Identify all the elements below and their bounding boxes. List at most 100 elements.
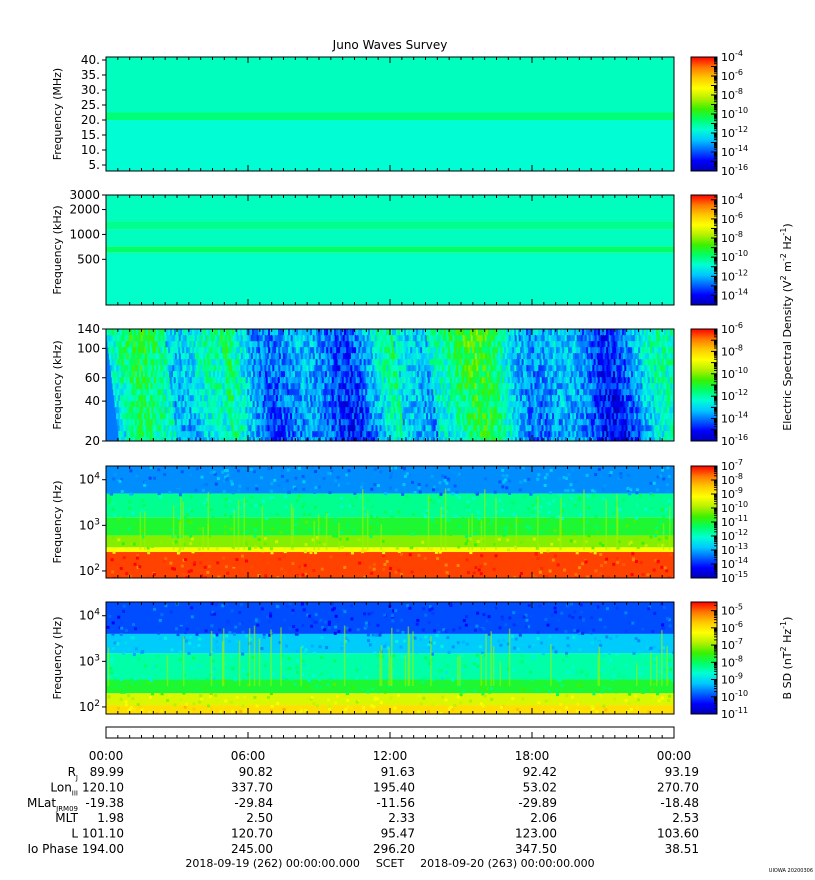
- ephemeris-value: 95.47: [381, 827, 415, 841]
- ephemeris-value: 296.20: [373, 842, 415, 856]
- colorbar-tick-label: 10-8: [721, 230, 743, 245]
- time-tick-label: 00:00: [89, 749, 124, 763]
- colorbar-tick-label: 10-14: [721, 287, 748, 302]
- ephemeris-value: 92.42: [523, 765, 557, 779]
- colorbar-tick-label: 10-6: [721, 211, 743, 226]
- y-tick-label: 5.: [89, 158, 100, 172]
- y-tick-label: 15.: [81, 128, 100, 142]
- ephemeris-value: 89.99: [90, 765, 124, 779]
- time-axis: [105, 726, 675, 739]
- ephemeris-value: 123.00: [515, 827, 557, 841]
- time-tick-label: 00:00: [657, 749, 692, 763]
- y-tick-label: 25.: [81, 98, 100, 112]
- spectrogram-image: [106, 602, 674, 714]
- colorbar: [690, 601, 718, 715]
- colorbar-tick-label: 10-4: [721, 192, 743, 207]
- y-axis-label: Frequency (Hz): [51, 617, 64, 700]
- colorbar-tick-label: 10-8: [721, 654, 743, 669]
- y-axis-label: Frequency (MHz): [51, 68, 64, 160]
- magnetic-colorbar-title: B SD (nT2 Hz-1): [779, 617, 794, 700]
- colorbar: [690, 194, 718, 306]
- ephemeris-value: 2.33: [388, 811, 415, 825]
- ephemeris-value: 270.70: [657, 780, 699, 794]
- colorbar-tick-label: 10-12: [721, 125, 748, 140]
- y-tick-label: 102: [79, 563, 100, 578]
- ephemeris-value: -29.84: [234, 796, 273, 810]
- y-tick-label: 20.: [81, 113, 100, 127]
- y-tick-label: 30.: [81, 83, 100, 97]
- y-tick-label: 1000: [69, 227, 100, 241]
- colorbar-tick-label: 10-10: [721, 689, 748, 704]
- colorbar-tick-label: 10-9: [721, 672, 743, 687]
- panel-p3: 20 40 60 100 140 Frequency (kHz) 10-16 10-14 10-…: [51, 321, 748, 448]
- colorbar-tick-label: 10-12: [721, 528, 748, 543]
- ephemeris-value: 91.63: [381, 765, 415, 779]
- y-tick-label: 102: [79, 699, 100, 714]
- colorbar-tick-label: 10-5: [721, 603, 743, 618]
- colorbar-tick-label: 10-8: [721, 472, 743, 487]
- colorbar-tick-label: 10-6: [721, 620, 743, 635]
- spectrogram-image: [106, 329, 674, 441]
- colorbar-tick-label: 10-9: [721, 486, 743, 501]
- ephemeris-value: -29.89: [518, 796, 557, 810]
- colorbar-tick-label: 10-10: [721, 249, 748, 264]
- colorbar-tick-label: 10-10: [721, 500, 748, 515]
- colorbar-tick-label: 10-14: [721, 556, 748, 571]
- ephemeris-value: 103.60: [657, 827, 699, 841]
- ephemeris-value: 347.50: [515, 842, 557, 856]
- spectrogram-image: [106, 466, 674, 578]
- colorbar-tick-label: 10-7: [721, 637, 743, 652]
- colorbar-tick-label: 10-10: [721, 366, 748, 381]
- colorbar-tick-label: 10-7: [721, 458, 743, 473]
- ephemeris-value: 2.53: [672, 811, 699, 825]
- scet-footer: 2018-09-19 (262) 00:00:00.000 SCET 2018-09…: [185, 857, 594, 870]
- scet-label: SCET: [376, 857, 405, 870]
- ephemeris-value: -18.48: [660, 796, 699, 810]
- ephemeris-row-label: Io Phase: [27, 842, 78, 856]
- ephemeris-value: 93.19: [665, 765, 699, 779]
- y-tick-label: 2000: [69, 203, 100, 217]
- colorbar-tick-label: 10-12: [721, 388, 748, 403]
- ephemeris-value: 120.10: [82, 780, 124, 794]
- colorbar-tick-label: 10-11: [721, 514, 748, 529]
- start-time: 2018-09-19 (262) 00:00:00.000: [185, 857, 359, 870]
- colorbar-tick-label: 10-15: [721, 570, 748, 585]
- ephemeris-row-label: LonIII: [50, 780, 78, 797]
- y-tick-label: 3000: [69, 188, 100, 202]
- ephemeris-value: 38.51: [665, 842, 699, 856]
- ephemeris-value: 337.70: [231, 780, 273, 794]
- y-tick-label: 20: [85, 434, 100, 448]
- colorbar-tick-label: 10-13: [721, 542, 748, 557]
- y-tick-label: 140: [77, 322, 100, 336]
- ephemeris-value: -11.56: [376, 796, 415, 810]
- ephemeris-value: 53.02: [523, 780, 557, 794]
- time-tick-label: 06:00: [231, 749, 266, 763]
- y-tick-label: 100: [77, 341, 100, 355]
- colorbar-tick-label: 10-11: [721, 706, 748, 721]
- y-tick-label: 40.: [81, 53, 100, 67]
- ephemeris-value: 101.10: [82, 827, 124, 841]
- spectrogram-image: [106, 195, 674, 305]
- time-tick-label: 18:00: [515, 749, 550, 763]
- colorbar-tick-label: 10-8: [721, 343, 743, 358]
- colorbar-tick-label: 10-10: [721, 106, 748, 121]
- electric-colorbar-title: Electric Spectral Density (V2 m-2 Hz-1): [779, 223, 794, 430]
- spectrogram-panels: 5.10.15.20.25.30.35.40. Frequency (MHz) 10…: [51, 49, 748, 721]
- end-time: 2018-09-20 (263) 00:00:00.000: [420, 857, 594, 870]
- spectrogram-image: [106, 57, 674, 171]
- version-tag: UIOWA 20200306: [769, 868, 813, 874]
- ephemeris-value: 245.00: [231, 842, 273, 856]
- ephemeris-row-label: MLT: [55, 811, 78, 825]
- colorbar-titles: Electric Spectral Density (V2 m-2 Hz-1) …: [779, 223, 794, 699]
- ephemeris-value: 2.50: [246, 811, 273, 825]
- y-tick-label: 500: [77, 252, 100, 266]
- figure-title: Juno Waves Survey: [332, 38, 448, 52]
- y-axis-label: Frequency (kHz): [51, 205, 64, 294]
- y-tick-label: 35.: [81, 68, 100, 82]
- colorbar-tick-label: 10-14: [721, 411, 748, 426]
- y-axis-label: Frequency (Hz): [51, 481, 64, 564]
- ephemeris-value: 2.06: [530, 811, 557, 825]
- colorbar-tick-label: 10-16: [721, 433, 748, 448]
